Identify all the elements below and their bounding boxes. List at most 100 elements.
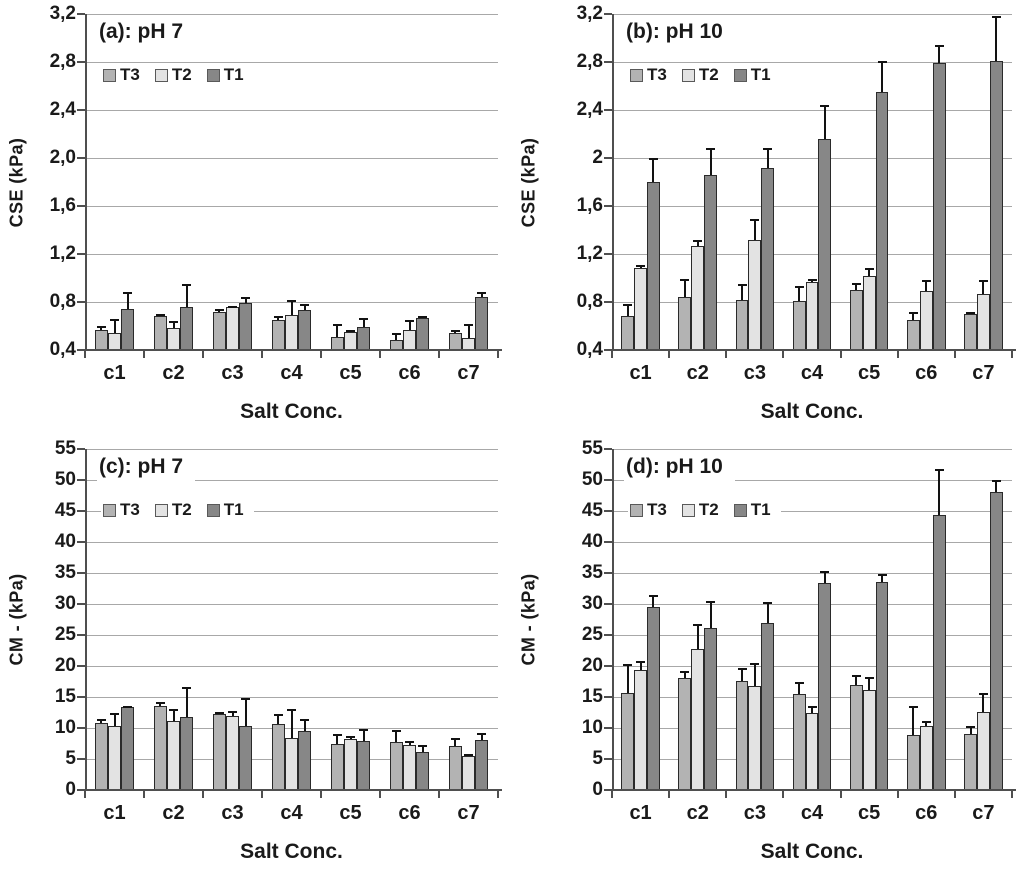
error-bar-line [741,668,743,681]
error-bar-line [709,148,712,175]
bar-T2-c3 [225,306,240,350]
y-tick-label: 1,6 [49,195,76,216]
y-tick-label: 35 [54,562,76,583]
x-tick-mark [896,351,899,358]
legend-item-T2: T2 [154,501,192,519]
y-tick-label: 5 [592,748,603,769]
legend-c: T3 T2 T1 [101,499,254,521]
bar-T2-c6 [402,329,417,350]
x-tick-label-c6: c6 [398,362,421,384]
x-tick-labels-c: c1 c2 c3 c4 c5 c6 c7 [85,802,498,825]
error-bar-cap [228,305,237,308]
error-bar-line [969,725,972,735]
error-bar-line [336,733,339,745]
gridline [612,573,1012,574]
y-tick-label: 2 [592,147,603,168]
error-bar-cap [273,714,283,717]
y-tick-label: 1,6 [576,195,603,216]
error-bar-line [925,720,928,726]
bar-T1-c5 [875,582,889,790]
y-axis-title-text-a: CSE (kPa) [6,137,27,227]
error-bar-line [467,323,470,338]
gridline [612,542,1012,543]
gridline [85,697,498,698]
error-bar-line [185,284,188,307]
bar-T1-c7 [989,60,1003,350]
error-bar-line [855,675,858,686]
x-tick-mark [611,351,613,358]
y-tick-mark [604,479,612,481]
gridline [612,511,1012,512]
error-bar-line [995,16,998,61]
bar-T3-c5 [849,685,863,790]
y-tick-label: 25 [581,624,603,645]
legend-swatch-T2 [154,503,168,517]
error-bar-line [938,469,941,516]
gridline [85,254,498,255]
x-tick-label-c2: c2 [686,802,709,824]
y-axis-title-text-b: CSE (kPa) [518,137,539,227]
legend-d: T3 T2 T1 [628,499,781,521]
bar-T2-c3 [225,715,240,790]
x-tick-label-c6: c6 [915,362,938,384]
bar-T2-c4 [805,713,819,790]
error-bar-cap [864,268,874,271]
x-tick-mark [668,351,671,358]
bar-T1-c2 [704,174,717,350]
bar-T2-c5 [862,275,876,350]
y-tick-mark [604,205,612,207]
y-tick-label: 45 [581,500,603,521]
bar-T2-c7 [977,711,990,790]
error-bar-cap [623,663,633,666]
bar-T1-c2 [704,627,717,790]
bar-T1-c6 [932,63,946,350]
y-tick-mark [77,665,85,667]
y-tick-label: 45 [54,500,76,521]
error-bar-line [231,711,234,716]
y-tick-mark [604,727,612,729]
error-bar-line [798,286,801,301]
y-tick-mark [77,789,85,791]
x-tick-label-c5: c5 [858,362,881,384]
x-tick-mark [1011,791,1013,798]
x-tick-label-c1: c1 [629,362,652,384]
legend-label-T3: T3 [120,500,140,519]
error-bar-cap [921,280,931,283]
error-bar-line [696,624,699,650]
error-bar-line [626,663,629,694]
y-tick-label: 30 [581,593,603,614]
bar-T2-c7 [461,755,476,790]
x-tick-mark [438,351,440,358]
bar-T1-c6 [932,515,946,790]
error-bar-line [290,299,293,316]
legend-label-T3: T3 [647,65,667,84]
error-bar-cap [359,728,369,731]
error-bar-cap [300,304,310,307]
bar-T3-c4 [792,693,806,790]
x-tick-label-c3: c3 [221,802,244,824]
x-tick-mark [84,791,86,798]
y-tick-mark [77,479,85,481]
y-tick-label: 2,8 [576,51,603,72]
error-bar-line [925,280,928,292]
y-tick-mark [604,448,612,450]
error-bar-line [185,687,188,717]
error-bar-cap [155,314,165,316]
y-tick-label: 40 [581,531,603,552]
y-tick-label: 1,2 [49,243,76,264]
gridline [85,666,498,667]
bar-T2-c2 [166,328,181,350]
x-axis-line [610,789,1016,791]
error-bar-cap [332,733,342,736]
y-tick-label: 0,4 [49,339,76,360]
bar-T2-c2 [166,721,181,790]
gridline [85,573,498,574]
x-tick-label-c3: c3 [743,802,766,824]
x-tick-mark [84,351,86,358]
legend-swatch-T3 [630,68,643,82]
error-bar-cap [623,304,633,307]
bar-T3-c4 [271,320,285,350]
error-bar-cap [680,670,690,673]
error-bar-cap [693,239,703,242]
x-axis-line [610,349,1016,351]
